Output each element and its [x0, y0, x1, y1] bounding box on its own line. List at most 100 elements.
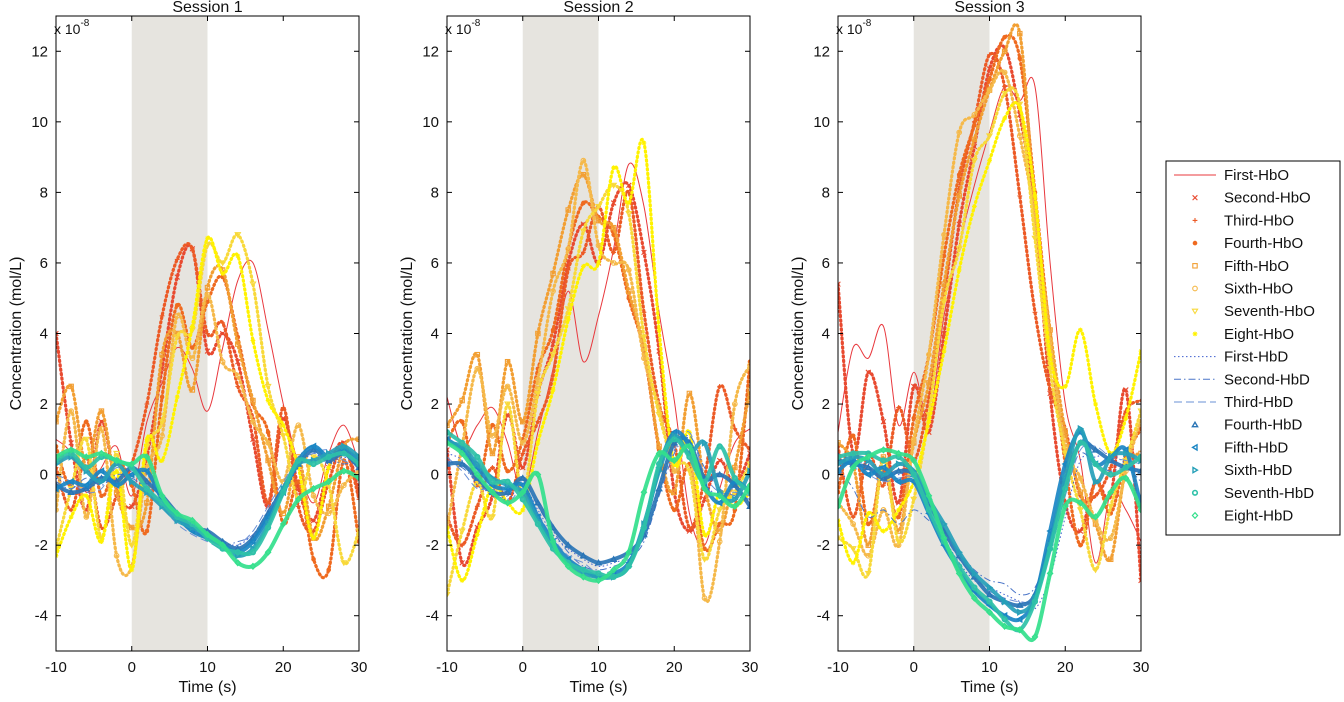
data-point-15-7: [534, 520, 542, 528]
data-point-4-1: [838, 489, 841, 495]
data-point-5-14: [250, 397, 256, 404]
data-point-3-7: [535, 419, 541, 425]
data-point-8-5: [114, 468, 119, 474]
x-tick-label: -10: [45, 659, 67, 676]
data-point-6-6: [519, 440, 526, 446]
data-point-7-18: [700, 556, 709, 563]
data-point-6-13: [625, 267, 632, 273]
legend-swatch-6: [1192, 285, 1198, 292]
data-point-5-3: [474, 351, 481, 358]
data-point-16-3: [473, 470, 481, 479]
data-point-16-16: [279, 520, 287, 528]
data-point-4-11: [987, 77, 992, 82]
data-point-8-10: [580, 264, 586, 269]
data-point-8-16: [280, 422, 286, 428]
data-point-16-9: [173, 509, 181, 518]
data-point-7-1: [56, 546, 60, 553]
data-point-16-11: [595, 576, 602, 585]
data-point-15-20: [731, 475, 738, 482]
legend-swatch-4: [1192, 240, 1198, 246]
data-point-14-21: [356, 453, 359, 461]
data-point-2-6: [519, 464, 526, 471]
data-point-5-7: [144, 500, 150, 506]
data-point-5-8: [550, 270, 556, 277]
data-point-7-15: [264, 383, 272, 390]
data-point-6-4: [98, 425, 105, 432]
data-point-7-17: [685, 468, 693, 475]
data-point-16-5: [113, 456, 121, 465]
data-point-4-15: [265, 429, 271, 435]
data-point-15-7: [143, 485, 150, 492]
data-point-6-18: [701, 595, 708, 601]
series-line-8: [56, 235, 359, 572]
data-point-14-18: [1092, 477, 1100, 486]
data-point-3-17: [687, 525, 692, 530]
data-point-4-2: [850, 433, 856, 439]
legend-marker-7: [1191, 308, 1199, 315]
data-point-2-18: [310, 517, 317, 524]
data-point-4-17: [1078, 542, 1083, 548]
legend-marker-2: [1192, 194, 1198, 201]
data-point-7-8: [940, 299, 948, 306]
data-point-6-21: [356, 468, 359, 474]
data-point-3-10: [189, 246, 195, 252]
data-point-14-20: [341, 442, 348, 451]
data-point-2-3: [865, 369, 872, 376]
data-point-16-16: [1061, 502, 1069, 511]
data-point-16-1: [447, 439, 451, 447]
data-point-5-16: [280, 510, 286, 517]
data-point-5-6: [129, 524, 135, 531]
data-point-12-15: [655, 484, 663, 492]
data-point-15-7: [925, 506, 933, 513]
data-point-3-15: [265, 500, 271, 506]
data-point-8-16: [1062, 384, 1068, 389]
legend-marker-16: [1191, 511, 1199, 520]
data-point-5-5: [504, 358, 511, 365]
data-point-13-13: [1016, 615, 1023, 624]
data-point-6-19: [716, 538, 723, 545]
y-tick-label: -4: [426, 608, 439, 625]
data-point-7-21: [355, 528, 359, 535]
data-point-16-6: [128, 460, 136, 468]
data-point-12-1: [447, 460, 451, 467]
chart-title: Session 2: [563, 0, 633, 16]
data-point-7-9: [955, 246, 963, 253]
data-point-14-3: [474, 460, 482, 468]
data-point-8-9: [956, 267, 962, 273]
data-point-15-13: [625, 563, 632, 570]
data-point-6-10: [580, 157, 587, 164]
data-point-14-11: [986, 583, 994, 592]
data-point-8-4: [99, 539, 104, 545]
data-point-13-3: [82, 481, 89, 490]
data-point-5-15: [265, 457, 271, 464]
x-tick-label: 30: [351, 659, 368, 676]
legend-swatch-2: [1192, 194, 1198, 201]
legend-label-16: Eight-HbD: [1224, 508, 1293, 525]
data-point-8-11: [987, 158, 992, 164]
x-tick-label: -10: [827, 659, 849, 676]
x-tick-label: 10: [590, 659, 607, 676]
data-point-4-3: [84, 419, 89, 424]
data-point-8-15: [265, 398, 271, 403]
data-point-13-5: [112, 481, 120, 490]
data-point-8-7: [144, 436, 150, 442]
data-point-6-15: [265, 440, 271, 446]
data-point-4-21: [1138, 426, 1141, 432]
data-point-6-8: [550, 288, 556, 295]
data-point-8-6: [520, 507, 526, 513]
data-point-8-2: [850, 560, 856, 566]
data-point-16-6: [519, 488, 527, 496]
data-point-3-1: [56, 465, 59, 470]
data-point-16-17: [1076, 499, 1084, 507]
x-tick-label: 20: [275, 659, 292, 676]
data-point-15-6: [910, 471, 917, 478]
data-point-13-6: [518, 481, 526, 490]
legend-marker-3: [1192, 218, 1198, 223]
data-point-16-18: [701, 485, 708, 493]
data-point-13-1: [56, 484, 59, 493]
data-point-5-8: [159, 351, 165, 358]
data-point-6-5: [504, 383, 511, 390]
data-point-2-2: [68, 440, 74, 446]
data-point-15-3: [83, 464, 90, 471]
